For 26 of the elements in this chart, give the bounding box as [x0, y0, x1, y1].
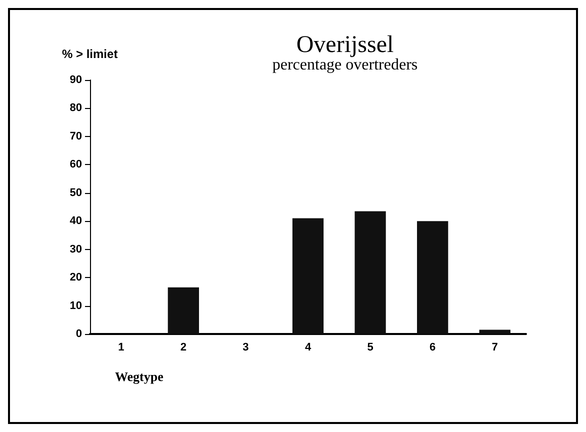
x-tick-label: 1 — [118, 342, 124, 354]
y-tick-label: 40 — [70, 215, 82, 228]
x-tick-label: 2 — [180, 342, 186, 354]
x-tick-label: 5 — [367, 342, 374, 354]
bar — [168, 287, 199, 334]
bar — [417, 221, 448, 334]
y-tick-label: 30 — [70, 243, 82, 256]
y-tick-label: 20 — [70, 272, 82, 284]
bar — [292, 218, 324, 334]
x-tick-label: 6 — [430, 342, 436, 354]
y-tick-label: 70 — [70, 130, 82, 142]
y-tick-label: 80 — [70, 102, 82, 114]
bar — [354, 211, 386, 334]
y-axis-title: % > limiet — [62, 47, 118, 61]
x-tick-label: 3 — [242, 342, 249, 354]
y-tick-label: 60 — [70, 158, 82, 171]
chart-subtitle: percentage overtreders — [272, 56, 418, 74]
x-axis-title: Wegtype — [115, 369, 164, 384]
chart-title: Overijssel — [296, 32, 394, 58]
x-tick-label: 7 — [492, 342, 498, 354]
x-tick-label: 4 — [304, 342, 312, 354]
bar — [479, 330, 510, 334]
y-tick-label: 50 — [70, 186, 82, 199]
y-tick-label: 90 — [70, 74, 82, 86]
y-tick-label: 0 — [76, 328, 82, 340]
y-tick-label: 10 — [70, 300, 82, 312]
